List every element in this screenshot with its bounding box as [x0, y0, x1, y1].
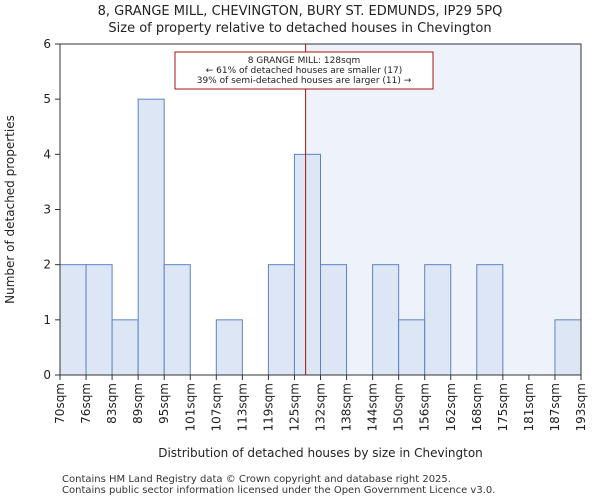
- bar-150sqm: [398, 319, 426, 376]
- bar-168sqm: [476, 264, 504, 376]
- x-tick-label: 156sqm: [418, 383, 432, 431]
- bar-156sqm: [424, 264, 452, 376]
- bar-95sqm: [163, 264, 191, 376]
- x-tick-label: 162sqm: [444, 383, 458, 431]
- y-tick-label: 3: [43, 203, 51, 217]
- bar-187sqm: [554, 319, 582, 376]
- bar-83sqm: [111, 319, 139, 376]
- bar-125sqm: [293, 153, 322, 376]
- y-tick-label: 1: [43, 313, 51, 327]
- annotation-line-2: ← 61% of detached houses are smaller (17…: [206, 66, 403, 76]
- x-tick-label: 144sqm: [366, 383, 380, 431]
- footer-licence: Contains public sector information licen…: [62, 485, 496, 496]
- x-tick-label: 181sqm: [522, 383, 536, 431]
- x-tick-label: 76sqm: [79, 383, 93, 424]
- x-tick-label: 89sqm: [131, 383, 145, 424]
- y-tick-label: 5: [43, 92, 51, 106]
- x-tick-label: 70sqm: [53, 383, 67, 424]
- x-tick-label: 138sqm: [340, 383, 354, 431]
- bar-76sqm: [85, 264, 113, 376]
- x-tick-label: 168sqm: [470, 383, 484, 431]
- y-axis-label: Number of detached properties: [3, 115, 17, 304]
- x-tick-label: 150sqm: [392, 383, 406, 431]
- y-tick-label: 2: [43, 258, 51, 272]
- annotation-line-3: 39% of semi-detached houses are larger (…: [197, 76, 412, 86]
- x-tick-label: 193sqm: [574, 383, 588, 431]
- y-tick-label: 0: [43, 368, 51, 382]
- bar-144sqm: [372, 264, 400, 376]
- x-tick-label: 95sqm: [157, 383, 171, 424]
- bar-89sqm: [137, 98, 165, 376]
- chart-title: 8, GRANGE MILL, CHEVINGTON, BURY ST. EDM…: [97, 4, 503, 19]
- bar-107sqm: [215, 319, 243, 376]
- bar-132sqm: [320, 264, 348, 376]
- x-tick-label: 119sqm: [261, 383, 275, 431]
- x-tick-label: 113sqm: [235, 383, 249, 431]
- x-tick-label: 132sqm: [314, 383, 328, 431]
- bar-119sqm: [267, 264, 295, 376]
- x-tick-label: 125sqm: [287, 383, 301, 431]
- x-axis-label: Distribution of detached houses by size …: [158, 446, 483, 460]
- x-tick-label: 83sqm: [105, 383, 119, 424]
- annotation-line-1: 8 GRANGE MILL: 128sqm: [248, 56, 361, 66]
- x-tick-label: 101sqm: [183, 383, 197, 431]
- footer-copyright: Contains HM Land Registry data © Crown c…: [62, 474, 451, 485]
- x-tick-label: 175sqm: [496, 383, 510, 431]
- annotation-box: 8 GRANGE MILL: 128sqm ← 61% of detached …: [174, 51, 434, 90]
- x-tick-label: 107sqm: [209, 383, 223, 431]
- chart-subtitle: Size of property relative to detached ho…: [108, 21, 492, 36]
- bar-70sqm: [59, 264, 87, 376]
- x-tick-label: 187sqm: [548, 383, 562, 431]
- y-tick-label: 4: [43, 147, 51, 161]
- y-tick-label: 6: [43, 37, 51, 51]
